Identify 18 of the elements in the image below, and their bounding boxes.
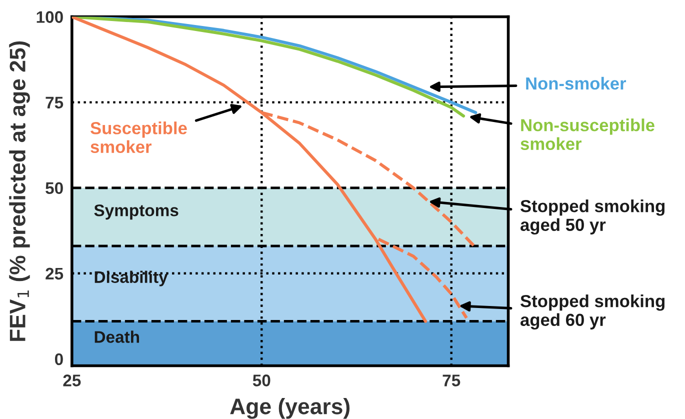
- annotation: Susceptible smoker: [90, 122, 187, 154]
- y-tick-label: 100: [36, 11, 63, 23]
- annotation: Stopped smoking aged 50 yr: [520, 199, 664, 235]
- annotation: Stopped smoking aged 60 yr: [520, 294, 664, 330]
- y-tick-label: 25: [46, 268, 64, 280]
- band-label: Death: [94, 330, 140, 343]
- band-label: Disability: [94, 270, 168, 286]
- y-axis-title: FEV$_{1}$ (% predicted at age 25): [9, 41, 30, 341]
- x-tick-label: 75: [442, 374, 460, 386]
- y-tick-label: 75: [46, 96, 64, 109]
- annotation: Non-smoker: [526, 76, 626, 90]
- x-tick-label: 25: [63, 374, 81, 386]
- y-tick-label: 0: [54, 353, 63, 366]
- x-axis-title: Age (years): [230, 398, 350, 419]
- x-tick-label: 50: [252, 374, 270, 386]
- band-label: Symptoms: [94, 204, 178, 220]
- annotation: Non-susceptible smoker: [520, 118, 654, 150]
- y-tick-label: 50: [46, 182, 63, 194]
